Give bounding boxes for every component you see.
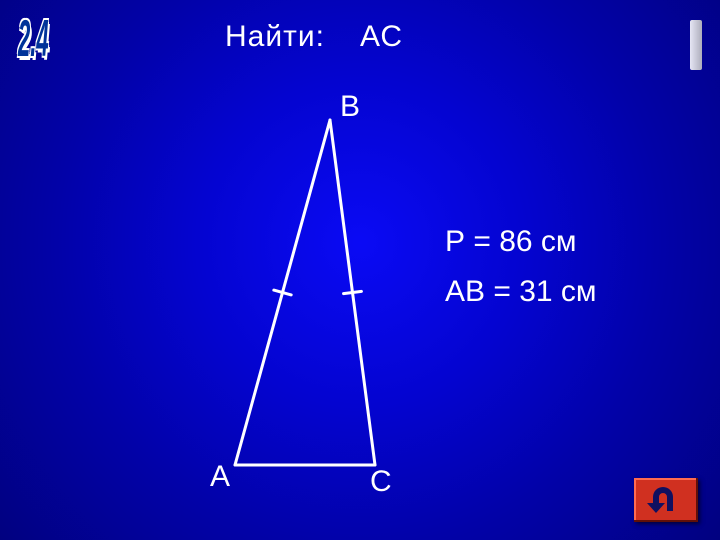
given-perimeter: Р = 86 см: [445, 225, 577, 259]
return-button[interactable]: [634, 478, 698, 522]
triangle-figure: [0, 0, 720, 540]
vertex-label-a: А: [210, 460, 230, 494]
vertex-label-c: С: [370, 465, 392, 499]
slide: 2.4 Найти: АС А В С Р = 86 см АВ = 31 см: [0, 0, 720, 540]
given-side-ab: АВ = 31 см: [445, 275, 597, 309]
u-turn-icon: [643, 485, 689, 515]
vertex-label-b: В: [340, 90, 360, 124]
